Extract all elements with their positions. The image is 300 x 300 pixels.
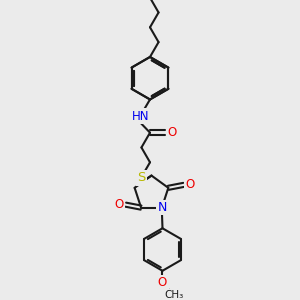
Text: CH₃: CH₃ (165, 290, 184, 300)
Text: S: S (137, 171, 145, 184)
Text: O: O (167, 126, 176, 139)
Text: O: O (115, 198, 124, 211)
Text: N: N (158, 201, 167, 214)
Text: HN: HN (132, 110, 149, 123)
Text: O: O (185, 178, 195, 191)
Text: O: O (158, 276, 167, 289)
